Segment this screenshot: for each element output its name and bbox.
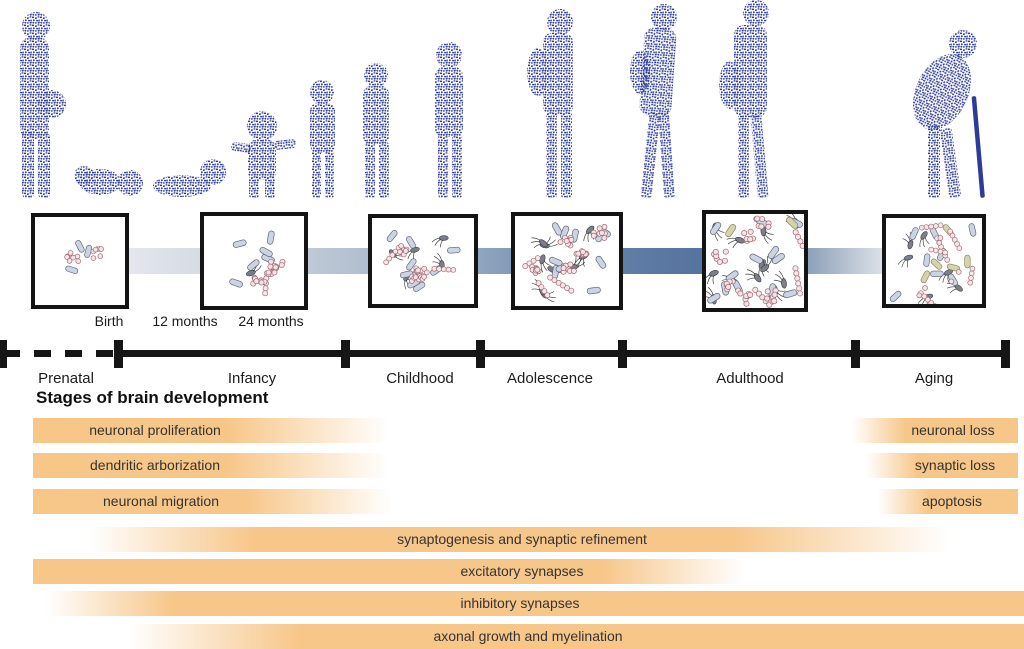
brain-tissue-box-infancy [200,212,308,310]
brain-tissue-illustration [64,240,104,274]
timeline-tick [0,340,7,368]
bar-label: axonal growth and myelination [433,628,623,644]
brain-tissue-box-aging [882,214,986,308]
milestone-label-12-months: 12 months [152,313,218,329]
brain-tissue-illustration [706,214,804,308]
child-figure [363,63,389,198]
timeline-tick [476,340,485,368]
adolescent-figure [527,9,573,198]
timeline-tick [341,340,350,368]
bar-label: neuronal proliferation [89,422,221,438]
stage-label-adolescence: Adolescence [507,370,593,387]
stage-label-adulthood: Adulthood [716,370,784,387]
stage-label-aging: Aging [914,370,954,387]
young-child-figure [310,80,335,198]
brain-tissue-box-birth [31,213,129,309]
bar-neuronal-loss: neuronal loss [852,418,1018,443]
stage-label-prenatal: Prenatal [38,370,94,387]
life-stage-silhouettes [20,0,985,199]
elderly-figure [912,30,985,199]
pregnant-woman-figure [20,12,66,198]
bar-label: apoptosis [922,493,982,509]
bar-label: inhibitory synapses [460,595,580,611]
brain-tissue-illustration [522,222,611,303]
timeline-tick [851,340,860,368]
timeline-axis [118,350,1006,357]
stage-label-infancy: Infancy [227,370,277,387]
bar-axonal-growth: axonal growth and myelination [128,624,1024,649]
bar-label: neuronal loss [911,422,995,438]
bar-label: dendritic arborization [90,457,220,473]
brain-tissue-box-adolescence [511,212,623,310]
brain-tissue-illustration [229,230,286,297]
bar-apoptosis: apoptosis [878,489,1018,514]
cane [971,96,985,198]
toddler-figure [230,111,297,198]
bar-label: synaptogenesis and synaptic refinement [397,531,647,547]
bar-dendritic-arborization: dendritic arborization [33,453,389,478]
bar-neuronal-migration: neuronal migration [33,489,391,514]
bar-neuronal-proliferation: neuronal proliferation [33,418,389,443]
adult-figure [719,0,769,199]
bar-label: excitatory synapses [460,563,584,579]
bar-synaptogenesis: synaptogenesis and synaptic refinement [88,527,950,552]
bar-excitatory-synapses: excitatory synapses [33,559,745,584]
section-heading: Stages of brain development [36,388,269,407]
bar-label: neuronal migration [103,493,219,509]
timeline-axis-prenatal-dashed [3,350,118,357]
brain-tissue-illustration [889,222,977,304]
brain-tissue-illustration [383,230,461,292]
brain-tissue-box-childhood [368,214,478,308]
milestone-label-24-months: 24 months [238,313,304,329]
milestone-label-birth: Birth [94,313,124,329]
timeline-tick [618,340,627,368]
young-adult-figure [630,4,677,199]
bar-inhibitory-synapses: inhibitory synapses [45,591,1024,616]
newborn-figure [74,166,143,196]
crawling-infant-figure [153,159,226,197]
preteen-figure [435,42,463,198]
stage-label-childhood: Childhood [386,370,454,387]
bar-label: synaptic loss [914,457,996,473]
timeline-tick [1001,340,1010,368]
brain-tissue-box-adulthood [702,210,808,312]
timeline-tick [114,340,123,368]
bar-synaptic-loss: synaptic loss [866,453,1018,478]
